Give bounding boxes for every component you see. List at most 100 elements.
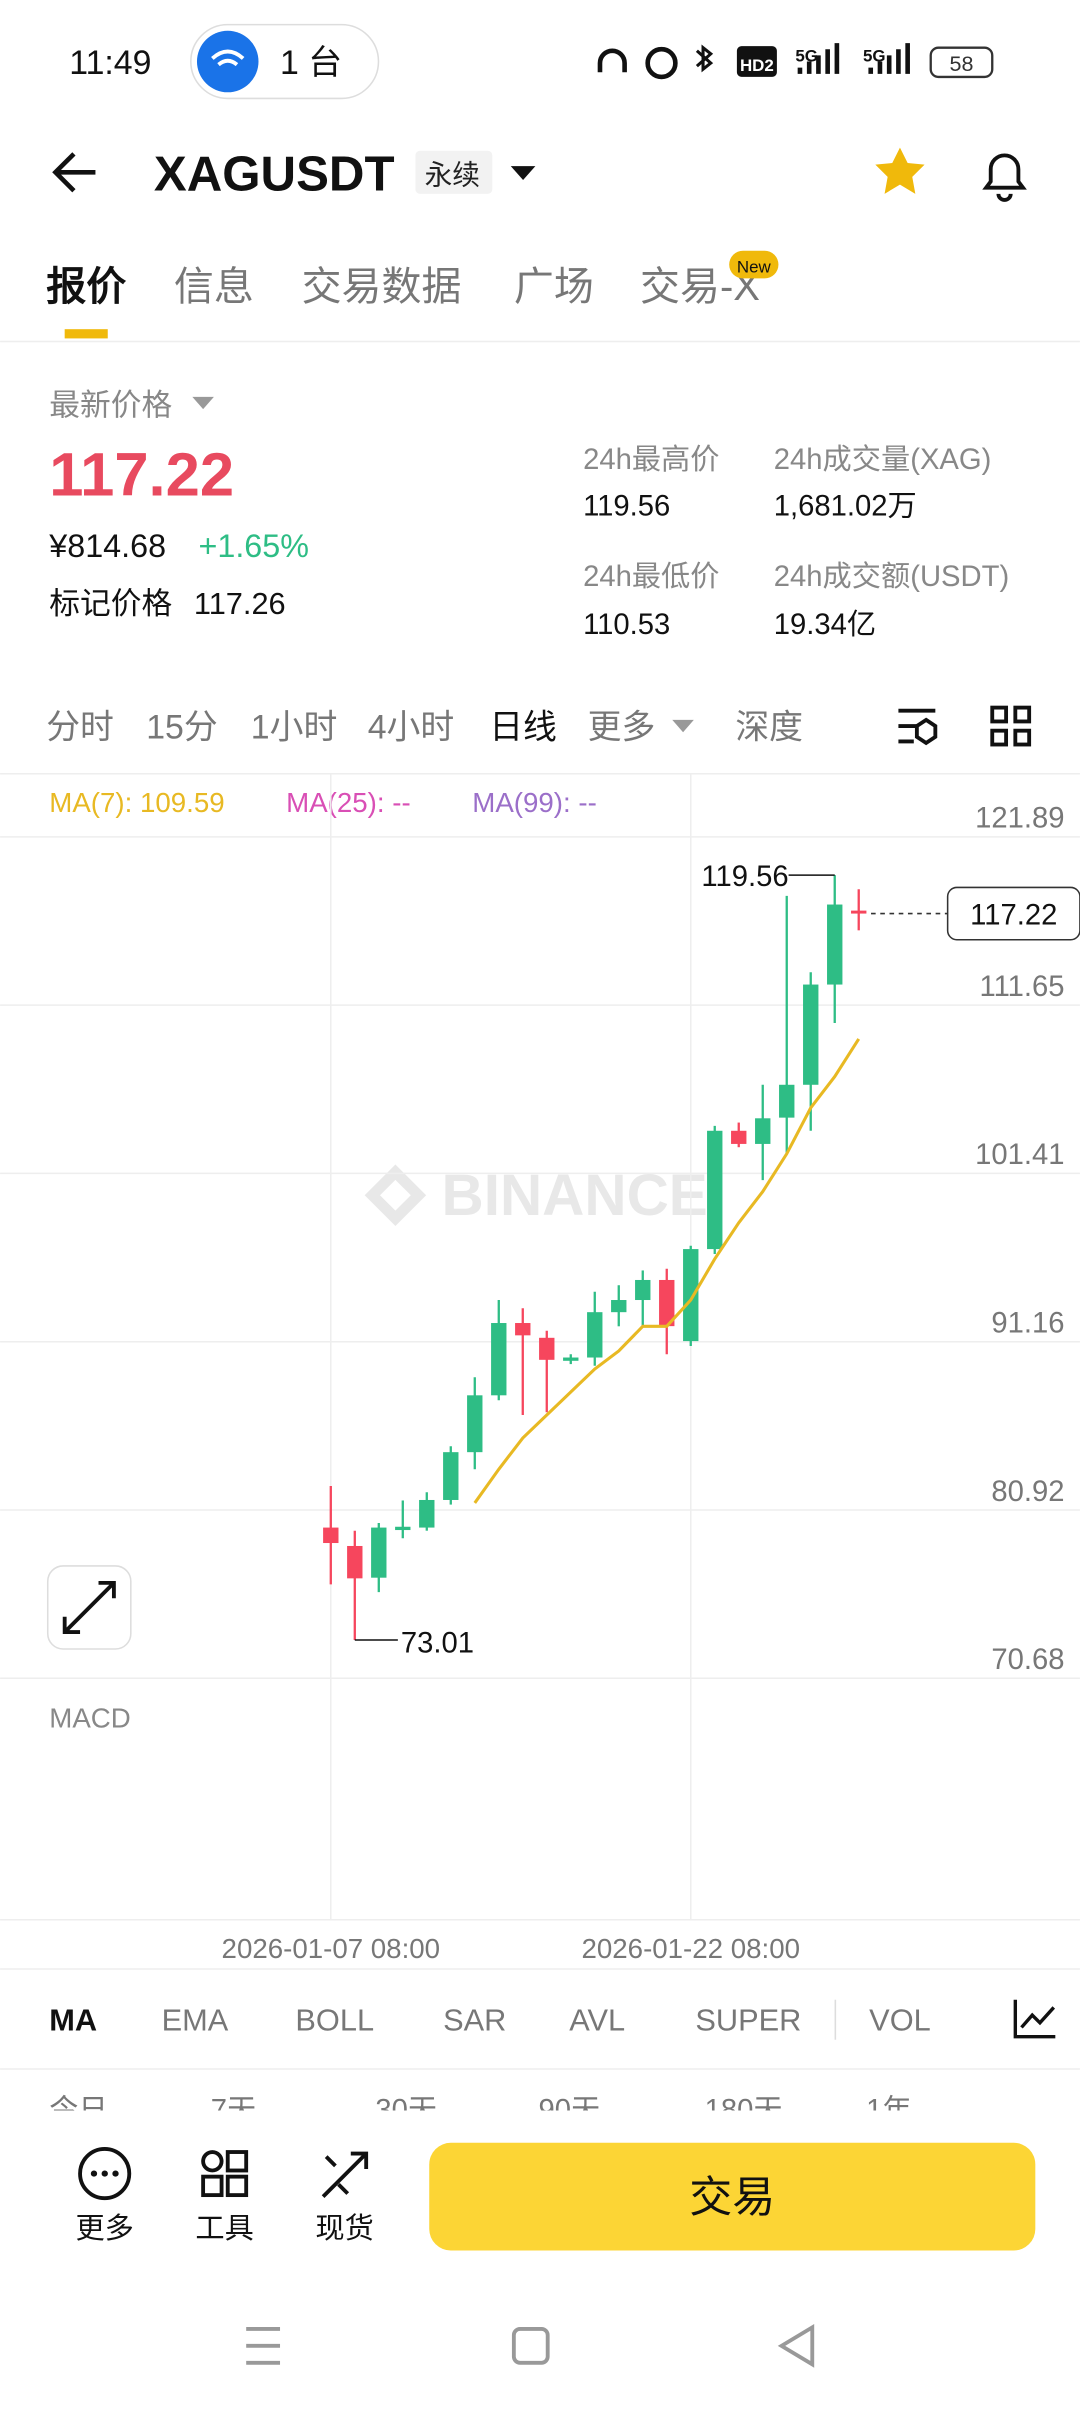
tab[interactable]: 交易数据 <box>302 265 462 309</box>
contract-tag: 永续 <box>425 160 480 191</box>
hotspot-count: 1 台 <box>280 44 342 82</box>
more-icon[interactable] <box>78 2147 132 2201</box>
x-tick-label: 2026-01-22 08:00 <box>582 1933 800 1964</box>
action-label: 工具 <box>195 2213 253 2245</box>
indicator-settings[interactable] <box>1013 1999 1056 2039</box>
tab[interactable]: 报价 <box>46 265 126 309</box>
time: 11:49 <box>69 44 151 82</box>
headset-icon <box>597 48 627 73</box>
y-tick-label: 80.92 <box>991 1476 1064 1508</box>
candle-body <box>611 1300 627 1313</box>
x-tick-label: 2026-01-07 08:00 <box>222 1933 440 1964</box>
back-button[interactable] <box>52 152 96 193</box>
action-label: 更多 <box>75 2212 133 2245</box>
wifi-glyph <box>211 49 245 67</box>
battery-level: 58 <box>950 52 974 76</box>
layout-icon[interactable] <box>990 705 1032 747</box>
stat-value: 110.53 <box>583 609 670 641</box>
candle-body <box>587 1312 603 1358</box>
interval[interactable]: 深度 <box>735 708 803 746</box>
alarm-icon <box>645 46 678 80</box>
stat-value: 119.56 <box>583 490 670 522</box>
interval[interactable]: 4小时 <box>368 708 454 746</box>
candle-body <box>443 1452 459 1500</box>
mark-label: 标记价格 <box>49 586 172 621</box>
indicator[interactable]: EMA <box>162 2003 229 2038</box>
candle-body <box>659 1279 675 1327</box>
candle-body <box>491 1323 507 1396</box>
candle-body <box>323 1527 339 1544</box>
candle-body <box>827 904 843 985</box>
icon-bg <box>984 1984 1080 2062</box>
hd-badge <box>736 46 777 77</box>
signal-icon <box>797 43 840 74</box>
favorite-star[interactable] <box>875 147 925 194</box>
ma99-label: MA(99): -- <box>472 787 597 818</box>
indicator[interactable]: SAR <box>443 2003 506 2038</box>
signal-icon <box>868 43 910 74</box>
interval[interactable]: 分时 <box>46 708 114 746</box>
candle-body <box>731 1130 747 1144</box>
watermark-logo <box>364 1164 427 1226</box>
nav-menu[interactable] <box>246 2327 281 2365</box>
candle-body <box>419 1499 435 1528</box>
stat-label: 24h最高价 <box>583 443 719 476</box>
last-price-label: 117.22 <box>970 899 1057 931</box>
y-tick-label: 91.16 <box>991 1308 1064 1340</box>
expand-glyph <box>62 1580 116 1635</box>
price-dropdown[interactable] <box>192 396 214 410</box>
candle-body <box>803 984 819 1085</box>
interval[interactable]: 更多 <box>588 708 656 746</box>
candle-body <box>347 1545 363 1579</box>
nav-back[interactable] <box>777 2323 815 2368</box>
stat-value: 19.34亿 <box>774 608 876 641</box>
tab[interactable]: 广场 <box>514 265 594 309</box>
battery <box>929 46 994 79</box>
more-dropdown[interactable] <box>672 719 694 733</box>
candle-body <box>563 1357 579 1361</box>
indicator[interactable]: SUPER <box>695 2003 801 2038</box>
stat-value: 1,681.02万 <box>774 490 917 522</box>
tag-bg <box>415 150 493 194</box>
cny-price: ¥814.68 <box>48 528 166 564</box>
trade-label: 交易 <box>689 2174 775 2222</box>
indicator[interactable]: AVL <box>569 2003 625 2038</box>
interval[interactable]: 15分 <box>146 708 217 746</box>
candle-body <box>851 910 867 914</box>
low-label: 73.01 <box>401 1627 474 1659</box>
symbol-dropdown[interactable] <box>510 166 536 180</box>
candle-body <box>707 1130 723 1250</box>
chart-settings-gear <box>914 717 938 746</box>
indicator[interactable]: BOLL <box>295 2003 374 2038</box>
indicator[interactable]: MA <box>49 2003 97 2038</box>
tab[interactable]: 信息 <box>174 265 254 309</box>
last-price: 117.22 <box>49 440 234 509</box>
net-label: 5G <box>795 47 818 66</box>
action-label: 现货 <box>315 2212 373 2245</box>
macd-label: MACD <box>49 1702 130 1733</box>
indicator[interactable]: VOL <box>869 2003 931 2038</box>
nav-home[interactable] <box>511 2327 550 2365</box>
tab-indicator <box>64 329 108 339</box>
bluetooth-icon <box>695 44 714 73</box>
change: +1.65% <box>199 528 309 564</box>
new-badge <box>729 250 779 279</box>
spot-icon[interactable] <box>321 2151 369 2199</box>
trade-button[interactable] <box>429 2142 1036 2251</box>
price-label: 最新价格 <box>49 387 172 422</box>
hd-label: HD2 <box>740 56 774 75</box>
bell-icon[interactable] <box>982 153 1027 202</box>
ma25-label: MA(25): -- <box>286 787 411 818</box>
high-label: 119.56 <box>701 861 788 893</box>
ma7-label: MA(7): 109.59 <box>49 787 224 818</box>
tools-icon[interactable] <box>201 2150 249 2198</box>
candle-body <box>779 1084 795 1118</box>
net-label: 5G <box>863 47 886 66</box>
interval[interactable]: 1小时 <box>251 708 337 746</box>
mark-price: 117.26 <box>194 586 286 621</box>
interval[interactable]: 日线 <box>489 708 557 746</box>
stat-label: 24h最低价 <box>583 560 719 593</box>
